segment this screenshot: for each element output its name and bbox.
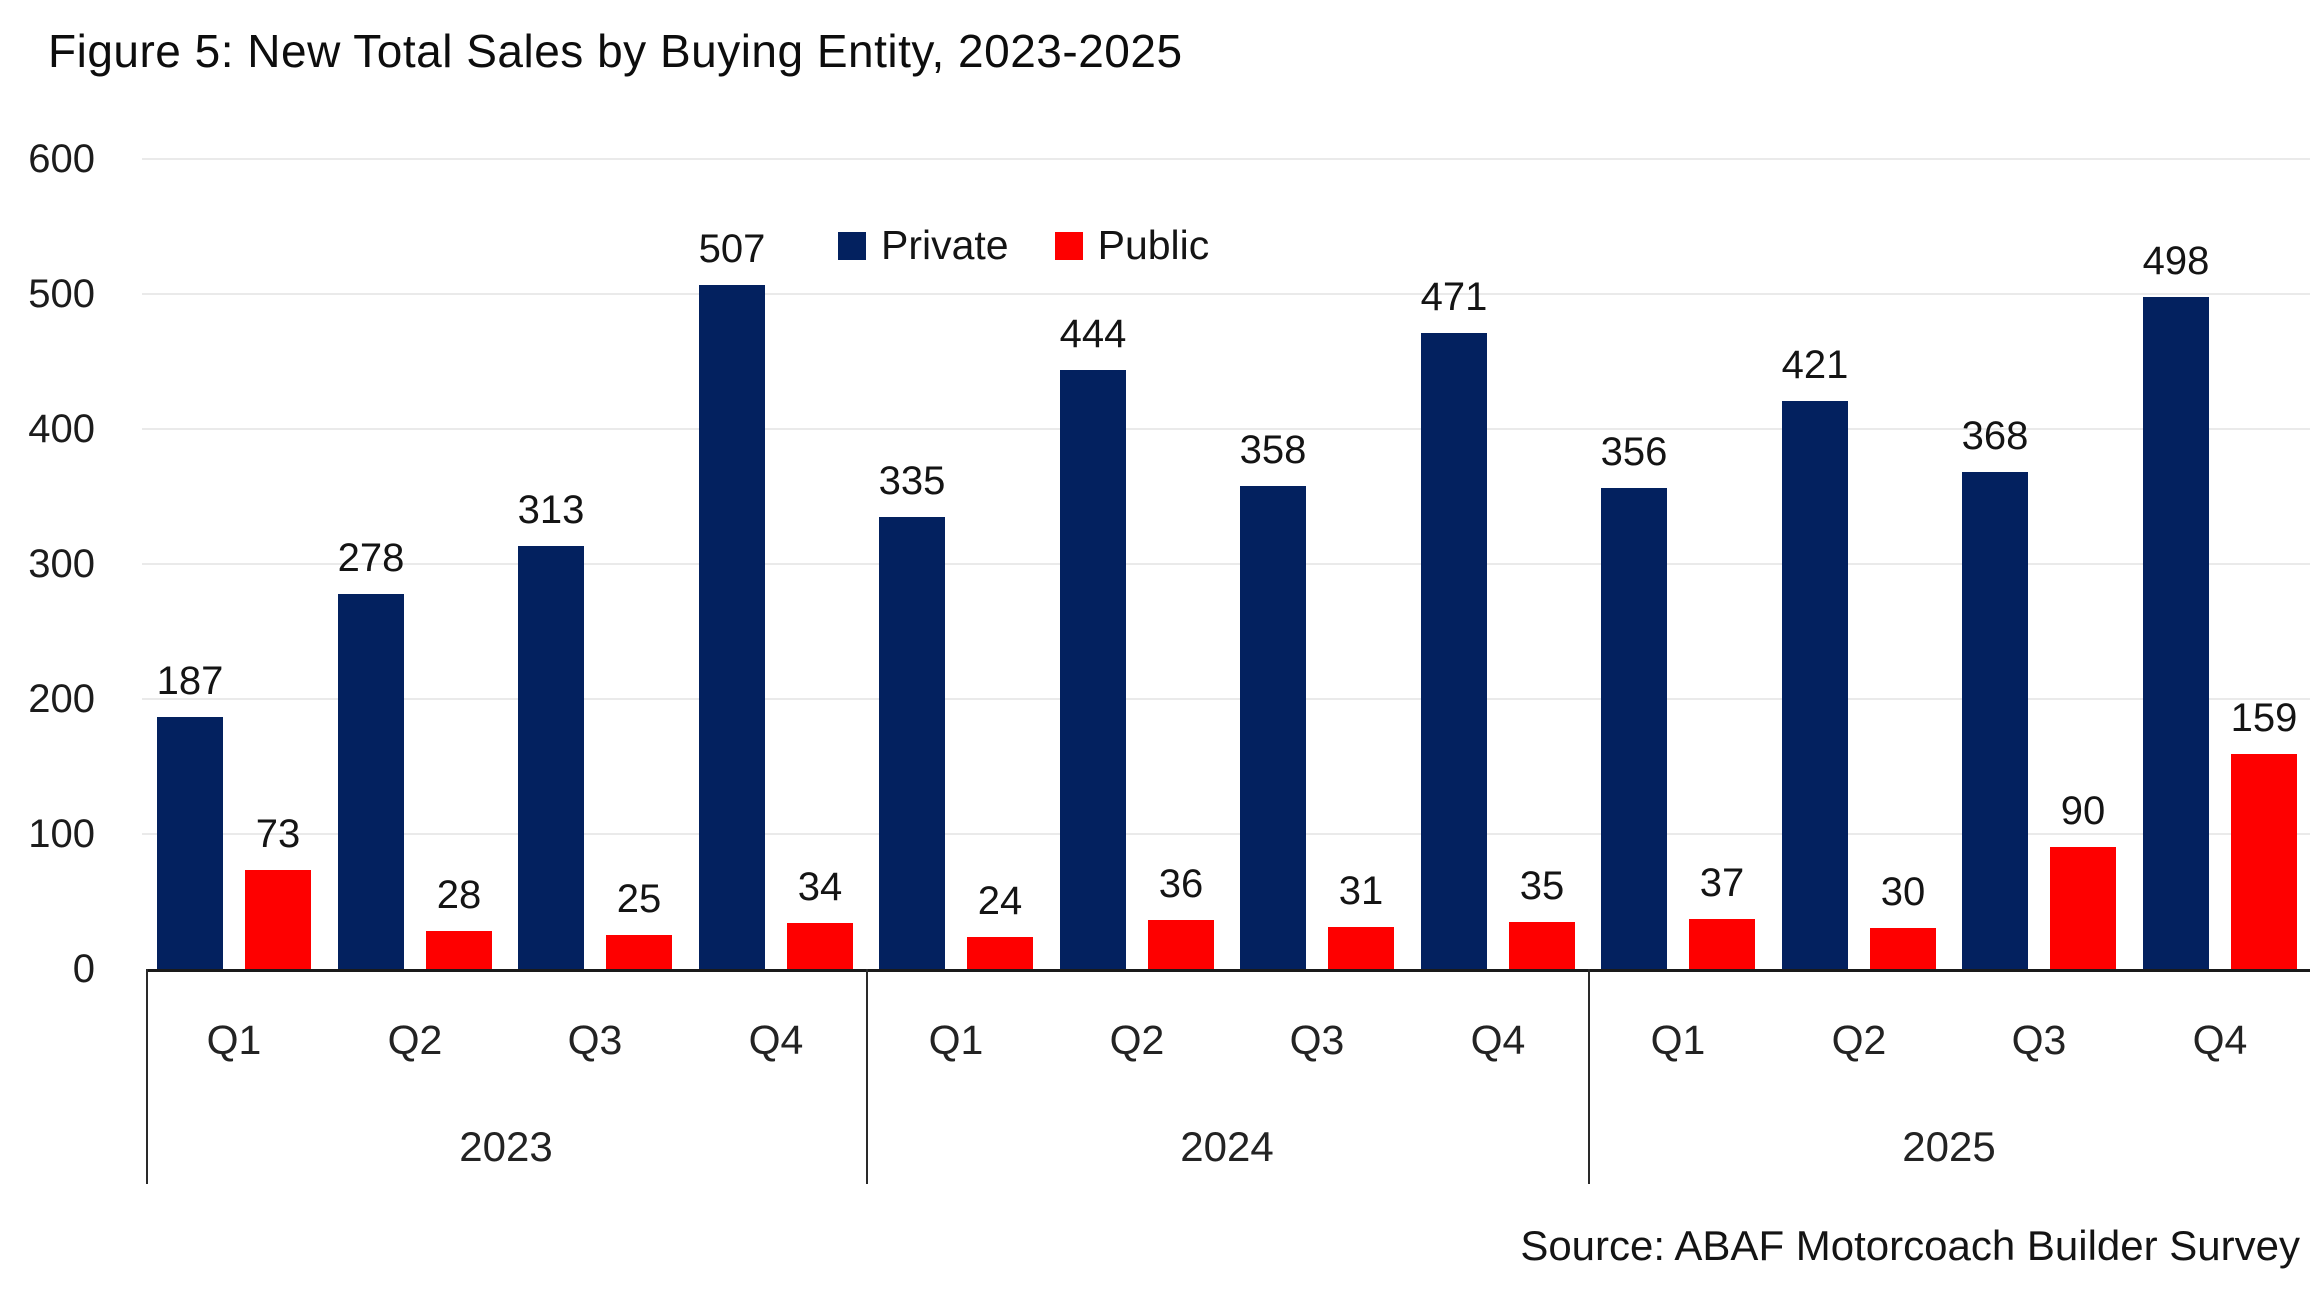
year-divider-0 [146, 969, 148, 1184]
x-axis-line [146, 969, 2310, 972]
bar-private-Q2 [1060, 370, 1126, 969]
bar-public-Q2 [426, 931, 492, 969]
year-label-2025: 2025 [1902, 1123, 1996, 1170]
bar-private-Q4 [699, 285, 765, 969]
gridline-400 [142, 428, 2310, 430]
legend-label-private: Private [881, 222, 1009, 268]
quarter-label-1: Q1 [206, 1017, 262, 1063]
quarter-label-4: Q4 [748, 1017, 804, 1063]
legend-label-public: Public [1097, 222, 1210, 268]
bar-private-Q2 [338, 594, 404, 969]
bar-value-label: 507 [698, 227, 766, 271]
year-label-2024: 2024 [1180, 1123, 1274, 1170]
quarter-label-5: Q1 [928, 1017, 984, 1063]
bar-private-Q1 [1601, 488, 1667, 969]
y-tick-label-300: 300 [28, 542, 95, 586]
quarter-label-12: Q4 [2192, 1017, 2248, 1063]
bar-value-label: 36 [1158, 862, 1204, 906]
bar-public-Q4 [1509, 922, 1575, 969]
chart-title: Figure 5: New Total Sales by Buying Enti… [48, 25, 1183, 77]
y-tick-label-600: 600 [28, 137, 95, 181]
bar-value-label: 24 [977, 879, 1023, 923]
bar-value-label: 313 [517, 488, 585, 532]
quarter-label-11: Q3 [2011, 1017, 2067, 1063]
bar-value-label: 187 [156, 659, 224, 703]
quarter-label-7: Q3 [1289, 1017, 1345, 1063]
quarter-label-2: Q2 [387, 1017, 443, 1063]
bar-public-Q3 [2050, 847, 2116, 969]
bar-public-Q1 [1689, 919, 1755, 969]
bar-public-Q1 [245, 870, 311, 969]
bar-private-Q3 [1240, 486, 1306, 969]
bar-value-label: 335 [878, 459, 946, 503]
bar-public-Q1 [967, 937, 1033, 969]
legend-swatch-private [838, 231, 866, 260]
bar-value-label: 356 [1600, 430, 1668, 474]
bar-value-label: 159 [2230, 696, 2298, 740]
bar-private-Q1 [879, 517, 945, 969]
bar-value-label: 278 [337, 536, 405, 580]
bar-public-Q3 [1328, 927, 1394, 969]
bar-private-Q4 [1421, 333, 1487, 969]
gridline-300 [142, 563, 2310, 565]
bar-private-Q3 [1962, 472, 2028, 969]
quarter-label-10: Q2 [1831, 1017, 1887, 1063]
bar-public-Q4 [787, 923, 853, 969]
bar-value-label: 498 [2142, 239, 2210, 283]
year-divider-1 [866, 969, 868, 1184]
bar-public-Q3 [606, 935, 672, 969]
gridline-600 [142, 158, 2310, 160]
bar-public-Q4 [2231, 754, 2297, 969]
bar-value-label: 30 [1880, 870, 1926, 914]
y-tick-label-400: 400 [28, 407, 95, 451]
source-caption: Source: ABAF Motorcoach Builder Survey [1520, 1222, 2300, 1269]
bar-public-Q2 [1148, 920, 1214, 969]
quarter-label-8: Q4 [1470, 1017, 1526, 1063]
y-tick-label-500: 500 [28, 272, 95, 316]
bar-value-label: 444 [1059, 312, 1127, 356]
gridline-100 [142, 833, 2310, 835]
bar-value-label: 34 [797, 865, 843, 909]
quarter-label-6: Q2 [1109, 1017, 1165, 1063]
y-tick-label-0: 0 [72, 947, 95, 991]
gridline-200 [142, 698, 2310, 700]
bar-value-label: 358 [1239, 428, 1307, 472]
bar-public-Q2 [1870, 928, 1936, 969]
year-label-2023: 2023 [459, 1123, 553, 1170]
bar-value-label: 368 [1961, 414, 2029, 458]
bar-private-Q1 [157, 717, 223, 969]
year-divider-2 [1588, 969, 1590, 1184]
bar-value-label: 90 [2060, 789, 2106, 833]
y-tick-label-200: 200 [28, 677, 95, 721]
gridline-500 [142, 293, 2310, 295]
bar-value-label: 471 [1420, 275, 1488, 319]
bar-value-label: 28 [436, 873, 482, 917]
bar-private-Q2 [1782, 401, 1848, 969]
bar-private-Q4 [2143, 297, 2209, 969]
bar-value-label: 35 [1519, 864, 1565, 908]
bar-value-label: 25 [616, 877, 662, 921]
bar-value-label: 31 [1338, 869, 1384, 913]
chart-legend: Private Public [838, 222, 1209, 269]
legend-swatch-public [1054, 231, 1083, 260]
quarter-label-9: Q1 [1650, 1017, 1706, 1063]
bar-value-label: 421 [1781, 343, 1849, 387]
bar-value-label: 73 [255, 812, 301, 856]
bar-value-label: 37 [1699, 861, 1745, 905]
quarter-label-3: Q3 [567, 1017, 623, 1063]
y-tick-label-100: 100 [28, 812, 95, 856]
bar-private-Q3 [518, 546, 584, 969]
